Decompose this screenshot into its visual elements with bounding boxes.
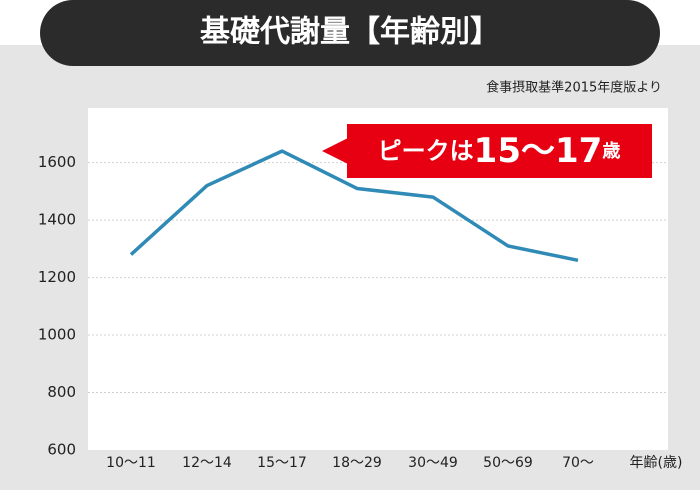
source-note: 食事摂取基準2015年度版より bbox=[486, 80, 662, 96]
x-axis-label: 年齢(歳) bbox=[630, 455, 683, 471]
annotation-box bbox=[347, 124, 652, 178]
annotation-pointer bbox=[322, 138, 348, 164]
annotation-text: ピークは15～17歳 bbox=[378, 131, 621, 171]
x-tick-label: 12～14 bbox=[182, 455, 232, 471]
y-tick-label: 600 bbox=[47, 441, 76, 459]
annotation: ピークは15～17歳 bbox=[322, 124, 652, 178]
x-tick-label: 15～17 bbox=[257, 455, 307, 471]
x-tick-label: 30～49 bbox=[408, 455, 458, 471]
title-bar bbox=[40, 0, 660, 66]
x-tick-label: 10～11 bbox=[106, 455, 156, 471]
y-tick-label: 800 bbox=[47, 383, 76, 401]
chart-title: 基礎代謝量【年齢別】 bbox=[200, 15, 500, 50]
x-tick-label: 50～69 bbox=[483, 455, 533, 471]
data-line bbox=[129, 149, 579, 263]
y-tick-label: 1400 bbox=[38, 211, 76, 229]
annotation-part: 15～17 bbox=[474, 131, 603, 171]
x-tick-label: 18～29 bbox=[332, 455, 382, 471]
y-tick-label: 1200 bbox=[38, 268, 76, 286]
y-tick-label: 1600 bbox=[38, 153, 76, 171]
annotation-part: 歳 bbox=[602, 141, 620, 162]
annotation-part: ピークは bbox=[378, 137, 474, 165]
x-tick-label: 70～ bbox=[562, 455, 594, 471]
y-tick-label: 1000 bbox=[38, 326, 76, 344]
